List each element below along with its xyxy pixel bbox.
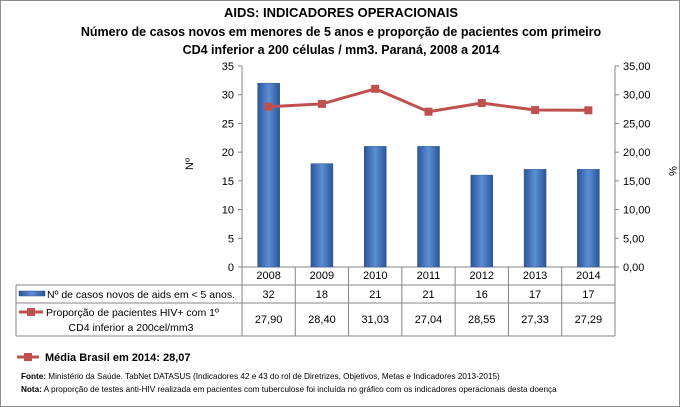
table-cell-bar-value: 16	[476, 289, 488, 301]
line-point-2009	[317, 99, 326, 108]
x-tick-label: 2008	[256, 270, 280, 282]
y-tick-label-left: 15	[222, 176, 234, 188]
bar-2014	[577, 169, 600, 268]
y-tick-label-right: 5,00	[623, 233, 644, 245]
y-tick-label-right: 30,00	[623, 90, 651, 102]
table-cell-line-value: 27,33	[521, 314, 549, 326]
nota-label: Nota:	[21, 385, 42, 394]
bar-2008	[257, 82, 280, 268]
y-tick-label-left: 35	[222, 61, 234, 73]
line-point-2014	[584, 106, 593, 115]
nota-text: A proporção de testes anti-HIV realizada…	[42, 385, 557, 394]
table-cell-bar-value: 32	[263, 289, 275, 301]
y-tick-label-left: 10	[222, 205, 234, 217]
footer-nota: Nota: A proporção de testes anti-HIV rea…	[21, 385, 557, 394]
legend-bar-icon	[18, 290, 46, 297]
legend-bar-label: Nº de casos novos de aids em < 5 anos.	[47, 289, 235, 301]
table-cell-bar-value: 17	[529, 289, 541, 301]
y-axis-left-label: Nº	[184, 158, 196, 170]
table-cell-line-value: 28,40	[308, 314, 336, 326]
bar-2009	[310, 163, 334, 268]
x-tick-label: 2011	[417, 270, 441, 282]
x-tick-label: 2014	[576, 270, 600, 282]
table-cell-bar-value: 17	[582, 289, 594, 301]
y-tick-label-right: 25,00	[623, 118, 651, 130]
y-tick-label-right: 20,00	[623, 147, 651, 159]
table-cell-line-value: 31,03	[361, 314, 389, 326]
bar-2010	[363, 146, 387, 268]
legend-line-label-1: Proporção de pacientes HIV+ com 1º	[46, 307, 219, 319]
y-tick-label-left: 0	[228, 262, 234, 274]
x-tick-label: 2012	[470, 270, 494, 282]
chart-subtitle-2: CD4 inferior a 200 células / mm3. Paraná…	[183, 43, 500, 57]
media-brasil-legend: Média Brasil em 2014: 28,07	[17, 352, 191, 364]
footer-fonte: Fonte: Ministério da Saúde. TabNet DATAS…	[21, 372, 500, 381]
y-tick-label-left: 20	[222, 147, 234, 159]
table-cell-bar-value: 21	[422, 289, 434, 301]
y-tick-label-left: 30	[222, 90, 234, 102]
x-tick-label: 2009	[310, 270, 334, 282]
y-axis-right-label: %	[666, 166, 678, 176]
line-point-2008	[264, 102, 273, 111]
line-point-2010	[371, 84, 380, 93]
y-tick-label-left: 5	[228, 233, 234, 245]
bar-2013	[523, 169, 547, 268]
x-tick-label: 2010	[363, 270, 387, 282]
x-tick-label: 2013	[523, 270, 547, 282]
table-cell-line-value: 27,90	[255, 314, 283, 326]
fonte-text: Ministério da Saúde. TabNet DATASUS (Ind…	[46, 372, 500, 381]
y-tick-label-right: 10,00	[623, 205, 651, 217]
bar-2011	[417, 146, 440, 268]
y-tick-label-right: 35,00	[623, 61, 651, 73]
legend-line-marker-icon	[27, 308, 35, 316]
y-tick-label-right: 0,00	[623, 262, 644, 274]
y-tick-label-left: 25	[222, 118, 234, 130]
fonte-label: Fonte:	[21, 372, 46, 381]
table-cell-line-value: 27,29	[575, 314, 603, 326]
table-cell-bar-value: 21	[369, 289, 381, 301]
bar-2012	[470, 174, 494, 268]
line-point-2013	[531, 106, 540, 115]
y-tick-label-right: 15,00	[623, 176, 651, 188]
line-point-2012	[477, 99, 486, 108]
chart-title: AIDS: INDICADORES OPERACIONAIS	[224, 5, 458, 20]
legend-line-label-2: CD4 inferior a 200cel/mm3	[69, 322, 194, 334]
table-cell-bar-value: 18	[316, 289, 328, 301]
table-cell-line-value: 27,04	[415, 314, 443, 326]
line-point-2011	[424, 107, 433, 116]
media-brasil-text: Média Brasil em 2014: 28,07	[45, 352, 191, 364]
media-brasil-marker-icon	[24, 353, 32, 361]
table-cell-line-value: 28,55	[468, 314, 496, 326]
chart-subtitle-1: Número de casos novos em menores de 5 an…	[81, 25, 602, 39]
